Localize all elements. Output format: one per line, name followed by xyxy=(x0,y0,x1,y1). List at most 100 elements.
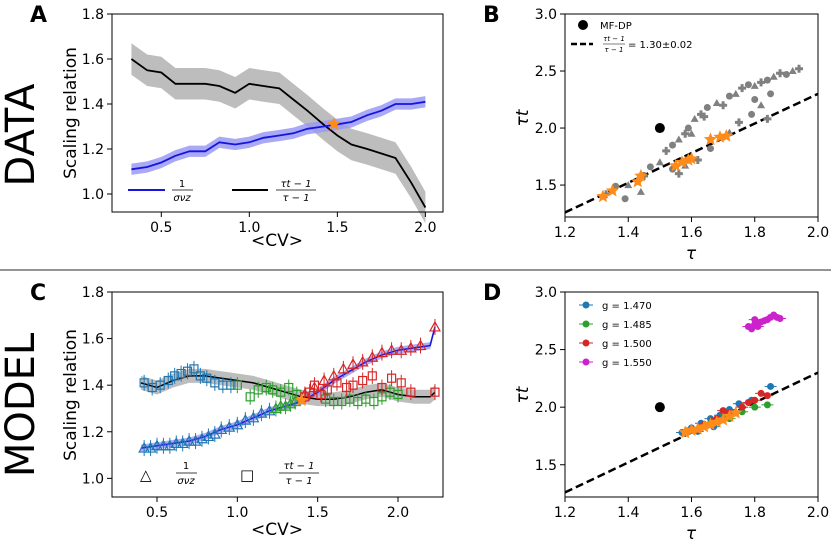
triangle-marker-blue xyxy=(215,423,228,435)
panel-letter-d: D xyxy=(483,281,501,306)
panel-d-ytick-label: 2.5 xyxy=(535,343,557,359)
group-4-point xyxy=(767,313,775,321)
data-point-gray xyxy=(712,98,721,106)
series-black-line xyxy=(130,58,427,208)
triangle-marker-red xyxy=(395,344,408,355)
square-marker-green xyxy=(261,382,271,393)
square-marker-red xyxy=(386,373,397,383)
triangle-marker-green xyxy=(279,399,292,411)
panel-letter-c: C xyxy=(30,281,46,306)
square-marker-red xyxy=(341,382,352,393)
legend-a2-num: τt − 1 xyxy=(280,179,311,190)
legend-square-symbol: □ xyxy=(240,466,254,484)
triangle-marker-red xyxy=(375,346,388,358)
data-point-gray xyxy=(674,169,683,178)
panel-b-xtick-label: 1.6 xyxy=(680,225,702,241)
square-marker-blue xyxy=(139,378,149,388)
legend-mfdp-label: MF-DP xyxy=(600,21,632,32)
data-point-gray xyxy=(662,146,671,155)
square-marker-blue xyxy=(176,368,186,379)
data-point-gray xyxy=(763,76,771,84)
panel-b-ylabel: τt xyxy=(513,108,533,126)
legend-group-label: g = 1.470 xyxy=(602,301,652,312)
legend-group-marker xyxy=(582,320,590,328)
legend-group-marker xyxy=(582,358,590,366)
group-4-point xyxy=(748,325,756,333)
group-2-point xyxy=(751,403,759,411)
square-marker-red xyxy=(377,382,387,393)
data-point-gray xyxy=(646,163,654,171)
legend-c2-num: τt − 1 xyxy=(283,461,314,472)
panel-c-xtick-label: 2.0 xyxy=(387,505,409,521)
data-point-gray xyxy=(763,114,772,123)
data-point-gray xyxy=(693,155,702,164)
panel-b-xtick-label: 1.8 xyxy=(744,225,766,241)
data-point-gray xyxy=(687,129,696,137)
square-marker-blue xyxy=(170,371,180,381)
panel-a-ytick-label: 1.6 xyxy=(82,52,104,68)
panel-a-xtick-label: 1.5 xyxy=(326,220,348,236)
data-point-gray xyxy=(655,158,664,166)
triangle-marker-blue xyxy=(255,406,268,418)
panel-b-ytick-label: 2.0 xyxy=(535,121,557,137)
group-3-point xyxy=(763,392,771,400)
panel-d-ytick-label: 1.5 xyxy=(535,458,557,474)
panel-b-ytick-label: 1.5 xyxy=(535,178,557,194)
panel-c-ytick-label: 1.8 xyxy=(82,285,104,301)
data-point-gray xyxy=(719,101,728,110)
panel-b-chart: 1.2 1.4 1.6 1.8 2.0 1.5 2.0 2.5 3.0 τ τt MF-DP … xyxy=(513,7,829,264)
group-4-point xyxy=(760,317,768,325)
square-marker-green xyxy=(276,387,286,397)
data-point-gray xyxy=(681,129,690,138)
triangle-marker-red xyxy=(346,357,360,369)
triangle-marker-red xyxy=(404,341,417,353)
row-label-data: DATA xyxy=(0,83,44,187)
panel-a-xtick-label: 1.0 xyxy=(238,220,260,236)
data-point-gray xyxy=(725,92,733,100)
panel-c-ytick-label: 1.2 xyxy=(82,425,104,441)
data-point-gray xyxy=(690,114,699,122)
panel-c-legend: △ 1 σνz □ τt − 1 τ − 1 xyxy=(140,461,319,487)
square-marker-green xyxy=(245,392,255,402)
triangle-marker-blue xyxy=(183,434,196,446)
square-marker-blue xyxy=(155,380,165,390)
square-marker-red xyxy=(367,371,377,381)
legend-fit-den: τ − 1 xyxy=(605,46,624,54)
legend-group-label: g = 1.485 xyxy=(602,320,652,331)
row-label-model: MODEL xyxy=(0,332,44,477)
data-point-gray xyxy=(734,118,743,127)
panel-letter-a: A xyxy=(30,3,47,28)
triangle-marker-red xyxy=(356,355,369,367)
panel-c-ytick-label: 1.0 xyxy=(82,471,104,487)
panel-a-frame xyxy=(111,13,444,213)
data-point-orange-star xyxy=(634,168,648,182)
square-marker-green xyxy=(369,396,379,407)
data-point-gray xyxy=(684,124,692,132)
square-marker-blue xyxy=(202,373,212,383)
legend-fit-value: = 1.30±0.02 xyxy=(628,40,692,51)
square-marker-green xyxy=(393,389,403,400)
legend-fit-num: τt − 1 xyxy=(603,35,625,43)
panel-d-xtick-label: 2.0 xyxy=(807,505,829,521)
triangle-marker-blue xyxy=(223,420,236,432)
legend-c2-den: τ − 1 xyxy=(285,476,312,487)
square-marker-red xyxy=(316,389,326,400)
panel-d-xtick-label: 1.2 xyxy=(554,505,576,521)
square-marker-red xyxy=(396,378,406,388)
panel-b-xtick-label: 2.0 xyxy=(807,225,829,241)
triangle-marker-blue xyxy=(239,413,252,425)
square-marker-blue xyxy=(189,364,199,374)
panel-b-xlabel: τ xyxy=(686,244,697,264)
panel-b-legend: MF-DP τt − 1 τ − 1 = 1.30±0.02 xyxy=(571,20,692,54)
panel-c-xtick-label: 1.0 xyxy=(226,505,248,521)
panel-c-ytick-label: 1.4 xyxy=(82,378,104,394)
panel-a-xtick-label: 0.5 xyxy=(150,220,172,236)
square-marker-blue xyxy=(182,366,193,376)
group-4-point xyxy=(776,314,784,322)
panel-b-xtick-label: 1.2 xyxy=(554,225,576,241)
group-3-point xyxy=(719,407,727,415)
square-marker-red xyxy=(430,387,440,397)
panel-a-ytick-label: 1.0 xyxy=(82,187,104,203)
legend-c1-num: 1 xyxy=(183,461,189,472)
orange-star-point xyxy=(722,409,737,422)
